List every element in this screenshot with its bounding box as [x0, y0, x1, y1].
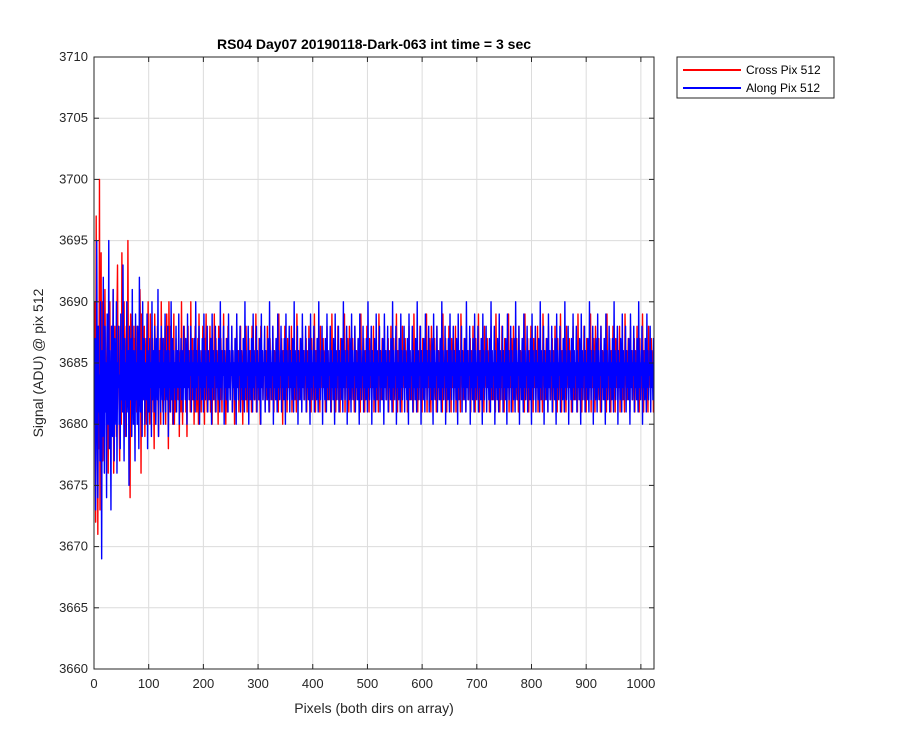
y-tick-label: 3680	[59, 416, 88, 431]
legend-label-along: Along Pix 512	[746, 81, 820, 95]
y-tick-label: 3695	[59, 233, 88, 248]
x-axis-label: Pixels (both dirs on array)	[294, 700, 454, 716]
x-tick-label: 100	[138, 676, 160, 691]
y-tick-label: 3700	[59, 171, 88, 186]
y-tick-label: 3660	[59, 661, 88, 676]
y-tick-label: 3705	[59, 110, 88, 125]
x-tick-label: 0	[90, 676, 97, 691]
x-tick-label: 400	[302, 676, 324, 691]
x-tick-label: 200	[193, 676, 215, 691]
x-tick-label: 900	[575, 676, 597, 691]
y-tick-label: 3675	[59, 477, 88, 492]
series-layer	[94, 178, 654, 560]
x-tick-label: 1000	[626, 676, 655, 691]
x-tick-label: 800	[521, 676, 543, 691]
y-tick-label: 3665	[59, 600, 88, 615]
legend: Cross Pix 512 Along Pix 512	[676, 56, 835, 99]
legend-label-cross: Cross Pix 512	[746, 63, 821, 77]
y-tick-label: 3690	[59, 294, 88, 309]
y-tick-label: 3670	[59, 539, 88, 554]
series-line-along-pix-512	[94, 239, 654, 560]
x-tick-label: 500	[357, 676, 379, 691]
chart-title: RS04 Day07 20190118-Dark-063 int time = …	[217, 36, 531, 52]
x-tick-label: 700	[466, 676, 488, 691]
x-tick-label: 600	[411, 676, 433, 691]
y-tick-label: 3685	[59, 355, 88, 370]
y-axis-ticks: 3660 3665 3670 3675 3680 3685 3690 3695 3700 3705…	[59, 49, 654, 676]
x-tick-label: 300	[247, 676, 269, 691]
y-axis-label: Signal (ADU) @ pix 512	[30, 288, 46, 437]
x-axis-ticks: 0 100 200 300 400 500 600 700 800 900 1000	[90, 57, 655, 691]
y-tick-label: 3710	[59, 49, 88, 64]
legend-box	[676, 56, 835, 99]
